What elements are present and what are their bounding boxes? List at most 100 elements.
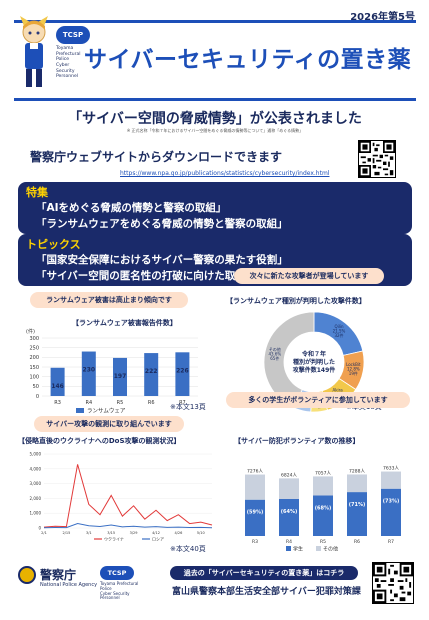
chart1-x-tick: R7 <box>179 400 186 406</box>
chart3-y-tick: 0 <box>38 526 41 531</box>
chart3-x-tick: 3/15 <box>107 531 115 535</box>
chart2-slice-name: Akira <box>332 387 343 392</box>
chart4-title: 【サイバー防犯ボランティア数の推移】 <box>234 437 360 445</box>
tcsp-footer-line: Toyama Prefectural <box>100 581 139 586</box>
chart2-center-label: 種別が判明した <box>293 358 335 366</box>
chart4-total-label: 7288人 <box>349 468 365 474</box>
chart4-total-label: 7057人 <box>315 470 331 476</box>
chart4-legend-label: 学生 <box>293 546 303 553</box>
page-note-13: ※本文13頁 <box>170 403 206 411</box>
chart1-bar <box>144 353 159 396</box>
header: 2026年第5号 TCSP Toyama Prefectural Police … <box>0 0 429 106</box>
dos-attack-line-chart: 0 1,000 2,000 3,000 4,000 5,000 2/1 2/15 3/1 3/15… <box>30 452 213 542</box>
tcsp-logo-text: Toyama Prefectural Police Cyber Security… <box>56 46 96 80</box>
chart3-x-tick: 4/26 <box>174 531 182 535</box>
chart2-center-label: 攻撃件数149件 <box>293 366 336 374</box>
chart1-x-tick: R6 <box>148 400 155 406</box>
chart3-x-tick: 4/12 <box>152 531 160 535</box>
tcsp-footer-badge: TCSP <box>100 566 134 580</box>
chart4-x-tick: R4 <box>286 539 292 545</box>
chart2-slice-pct: 12.8% <box>347 367 360 372</box>
chart2-center-label: 令和７年 <box>301 350 326 358</box>
chart2-slice-name: LockBit <box>346 362 361 367</box>
chart4-x-tick: R7 <box>388 539 394 545</box>
past-issues-qr-code[interactable] <box>372 562 414 604</box>
tcsp-line: Toyama <box>56 46 74 51</box>
chart1-x-tick: R4 <box>85 400 92 406</box>
chart3-y-tick: 4,000 <box>30 466 42 471</box>
tcsp-footer-line: Cyber Security <box>100 590 130 596</box>
chart4-student-pct: (68%) <box>315 505 332 511</box>
chart3-series-line <box>43 464 213 528</box>
tcsp-logo-badge: TCSP <box>56 26 90 44</box>
topics-box: トピックス 「国家安全保障におけるサイバー警察の果たす役割」 「サイバー空間の匿… <box>18 234 412 286</box>
chart3-title: 【侵略直後のウクライナへのDoS攻撃の観測状況】 <box>18 437 181 445</box>
chart4-x-tick: R5 <box>320 539 326 545</box>
chart4-legend-label: その他 <box>323 546 338 553</box>
chart2-slice-name: その他 <box>269 346 281 352</box>
past-issues-link[interactable]: 過去の「サイバーセキュリティの置き薬」はコチラ <box>170 566 358 580</box>
newsletter-title: サイバーセキュリティの置き薬 <box>84 47 412 73</box>
chart1-title: 【ランサムウェア被害報告件数】 <box>72 319 177 327</box>
chart1-y-tick: 100 <box>29 374 39 380</box>
chart2-title: 【ランサムウェア種別が判明した攻撃件数】 <box>226 297 366 305</box>
chart3-legend-label: ロシア <box>152 537 164 542</box>
chart3-legend-label: ウクライナ <box>104 536 124 542</box>
chart1-y-tick: 300 <box>29 336 39 342</box>
chart2-slice-pct: 21.5% <box>333 328 346 333</box>
chart4-bar-student <box>279 498 299 536</box>
chart3-y-tick: 5,000 <box>30 452 42 457</box>
chart4-total-label: 6824人 <box>281 472 297 478</box>
chart3-x-tick: 3/1 <box>86 531 92 535</box>
topics-label: トピックス <box>26 238 81 251</box>
chart1-bar <box>81 351 96 396</box>
headline: 「サイバー空間の脅威情勢」が公表されました <box>68 111 362 127</box>
publisher-organization: 富山県警察本部生活安全部サイバー犯罪対策課 <box>172 587 361 597</box>
chart4-x-tick: R3 <box>252 539 258 545</box>
issue-number: 2026年第5号 <box>350 12 415 23</box>
headline-footnote: ※ 正式名称「令和７年におけるサイバー空間をめぐる脅威の情勢等について」通称「め… <box>126 128 304 133</box>
chart3-series-line <box>43 523 213 529</box>
npa-qr-code[interactable] <box>358 140 396 178</box>
mascot-illustration <box>20 16 48 87</box>
topic-item: 「サイバー空間の匿名性の打破に向けた取組」 <box>36 270 257 282</box>
npa-emblem-icon <box>18 566 36 584</box>
page-note-40: ※本文40頁 <box>170 545 206 553</box>
chart1-data-label: 226 <box>176 367 189 374</box>
chart4-bar-other <box>245 474 265 500</box>
volunteer-stacked-bar-chart: (59%) 7276人 R3 (64%) 6824人 R4 (68%) 7057人 R5 (71%… <box>245 466 401 553</box>
ransomware-bar-chart: (件) 0 50 100 150 200 250 300 146 R3 230 R4 197 R5 222 R… <box>26 328 198 415</box>
topic-item: 「国家安全保障におけるサイバー警察の果たす役割」 <box>36 254 288 266</box>
npa-name: 警察庁 <box>40 568 77 582</box>
chart3-x-tick: 5/10 <box>197 531 205 535</box>
chart4-total-label: 7276人 <box>247 469 263 475</box>
npa-english-name: National Police Agency <box>40 582 98 588</box>
tcsp-line: Police <box>56 57 70 63</box>
download-text: 警察庁ウェブサイトからダウンロードできます <box>30 150 283 164</box>
chart1-bar <box>175 352 190 396</box>
special-item: 「ランサムウェアをめぐる脅威の情勢と警察の取組」 <box>36 218 288 230</box>
chart1-data-label: 197 <box>114 373 127 380</box>
special-label: 特集 <box>26 186 48 199</box>
chart3-x-tick: 2/1 <box>41 531 47 535</box>
tcsp-footer-line: Personnel <box>100 595 120 601</box>
tcsp-footer-line: Police <box>100 585 112 591</box>
chart1-y-tick: 200 <box>29 355 39 361</box>
chart1-y-tick: 0 <box>36 394 39 400</box>
tcsp-line: Cyber <box>56 62 70 68</box>
chart4-bar-student <box>381 488 401 536</box>
chart4-bar-student <box>347 492 367 536</box>
chart4-student-pct: (64%) <box>281 509 298 515</box>
chart1-data-label: 146 <box>51 383 64 390</box>
chart4-legend-swatch <box>286 546 291 551</box>
tcsp-line: Personnel <box>56 74 78 80</box>
npa-url-link[interactable]: https://www.npa.go.jp/publications/stati… <box>120 170 330 177</box>
chart4-bar-student <box>313 495 333 536</box>
chart3-x-tick: 2/15 <box>62 531 70 535</box>
header-bottom-rule <box>14 98 416 101</box>
tcsp-line: Security <box>56 68 75 74</box>
chart1-data-label: 230 <box>83 367 96 374</box>
chart3-y-tick: 3,000 <box>30 481 42 486</box>
chart2-slice-count: 65件 <box>270 355 279 361</box>
chart4-student-pct: (59%) <box>247 510 264 516</box>
